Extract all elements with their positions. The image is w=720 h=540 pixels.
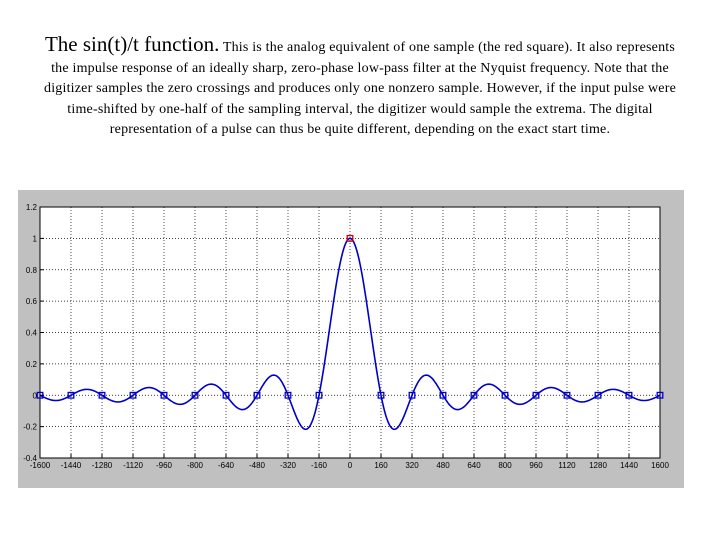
y-tick-label: 1.2 [26, 203, 38, 212]
x-tick-label: -960 [156, 461, 173, 470]
figure-caption: The sin(t)/t function. This is the analo… [40, 34, 680, 141]
x-tick-label: -1600 [30, 461, 51, 470]
grid [40, 207, 660, 458]
sample-marker [470, 391, 478, 399]
series-markers [36, 234, 664, 399]
x-tick-label: 1600 [651, 461, 669, 470]
y-tick-label: 0 [33, 391, 38, 400]
sample-marker [191, 391, 199, 399]
sample-marker [501, 391, 509, 399]
sample-marker [315, 391, 323, 399]
x-tick-label: 1120 [558, 461, 576, 470]
x-tick-label: -800 [187, 461, 204, 470]
sample-marker [532, 391, 540, 399]
x-axis: -1600 -1440 -1280 -1120 -960 -800 -640 -480 -320… [30, 454, 669, 470]
x-tick-label: -480 [249, 461, 266, 470]
x-tick-label: 480 [436, 461, 450, 470]
y-tick-label: 0.6 [26, 297, 38, 306]
x-tick-label: 960 [529, 461, 543, 470]
sample-marker [129, 391, 137, 399]
sample-marker [625, 391, 633, 399]
x-tick-label: 320 [405, 461, 419, 470]
sample-marker [377, 391, 385, 399]
x-tick-label: 640 [467, 461, 481, 470]
sample-marker [253, 391, 261, 399]
x-tick-label: 160 [374, 461, 388, 470]
sample-marker [284, 391, 292, 399]
x-tick-label: -1440 [61, 461, 82, 470]
y-tick-label: 1 [33, 234, 38, 243]
sample-marker [656, 391, 664, 399]
y-tick-label: -0.2 [23, 423, 37, 432]
sample-marker [594, 391, 602, 399]
caption-body: This is the analog equivalent of one sam… [44, 40, 676, 137]
x-tick-label: 1440 [620, 461, 638, 470]
y-tick-label: 0.2 [26, 360, 38, 369]
sample-marker [563, 391, 571, 399]
x-tick-label: -1120 [123, 461, 143, 470]
x-tick-label: -640 [218, 461, 235, 470]
series-curve [39, 237, 661, 431]
sample-marker [222, 391, 230, 399]
sinc-curve [39, 237, 661, 431]
sample-marker [67, 391, 75, 399]
caption-lead: The sin(t)/t function. [44, 32, 220, 56]
sample-marker [346, 234, 354, 242]
sample-marker [439, 391, 447, 399]
y-tick-label: -0.4 [23, 454, 37, 463]
y-tick-label: 0.8 [26, 266, 38, 275]
sample-marker [98, 391, 106, 399]
sinc-chart: -1600 -1440 -1280 -1120 -960 -800 -640 -480 -320… [18, 190, 684, 488]
sample-marker [160, 391, 168, 399]
x-tick-label: -320 [280, 461, 297, 470]
y-tick-label: 0.4 [26, 329, 38, 338]
sample-marker [408, 391, 416, 399]
x-tick-label: -1280 [92, 461, 113, 470]
x-tick-label: 800 [498, 461, 512, 470]
x-tick-label: 0 [348, 461, 353, 470]
y-axis: -0.4 -0.2 0 0.2 0.4 0.6 0.8 1 1.2 [23, 203, 44, 463]
x-tick-label: 1280 [589, 461, 607, 470]
x-tick-label: -160 [311, 461, 328, 470]
chart-svg: -1600 -1440 -1280 -1120 -960 -800 -640 -480 -320… [23, 203, 669, 470]
